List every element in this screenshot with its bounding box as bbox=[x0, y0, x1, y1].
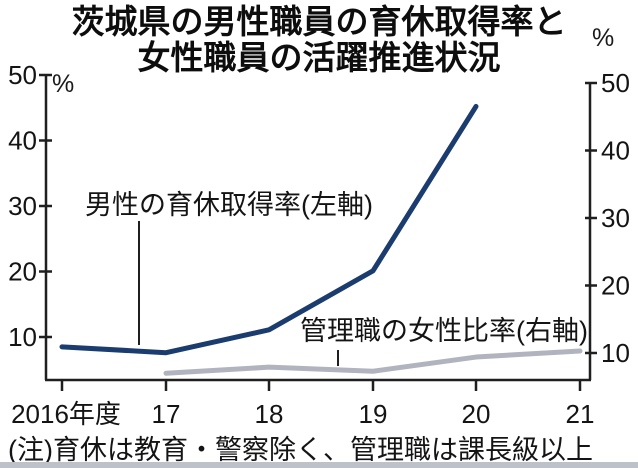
left-axis-tick-label: 30 bbox=[8, 191, 37, 221]
right-axis-tick-label: 10 bbox=[601, 338, 630, 368]
x-axis-tick-label: 17 bbox=[152, 399, 181, 429]
x-axis-tick-label: 21 bbox=[566, 399, 595, 429]
series-line-female-ratio bbox=[163, 348, 583, 376]
left-axis-tick-label: 40 bbox=[8, 126, 37, 156]
right-axis-tick-label: 50 bbox=[601, 68, 630, 98]
right-axis-tick-label: 20 bbox=[601, 271, 630, 301]
series-line-male-leave bbox=[59, 103, 479, 356]
x-axis-tick-label: 20 bbox=[462, 399, 491, 429]
right-axis-tick-label: 40 bbox=[601, 136, 630, 166]
left-axis-tick-label: 50 bbox=[8, 60, 37, 90]
x-axis-tick-label: 2016年度 bbox=[11, 399, 121, 429]
right-axis-unit-label: % bbox=[592, 24, 615, 52]
chart-title: 茨城県の男性職員の育休取得率と 女性職員の活躍推進状況 bbox=[0, 4, 638, 76]
left-axis-unit-label: % bbox=[52, 70, 75, 98]
x-axis-tick-label: 18 bbox=[255, 399, 284, 429]
page-edge-strip bbox=[0, 462, 638, 468]
series-label-male-leave: 男性の育休取得率(左軸) bbox=[85, 190, 373, 220]
left-axis-tick-label: 20 bbox=[8, 257, 37, 287]
chart-title-line2: 女性職員の活躍推進状況 bbox=[137, 39, 501, 76]
series-label-female-ratio: 管理職の女性比率(右軸) bbox=[300, 316, 588, 346]
x-axis-tick-label: 19 bbox=[359, 399, 388, 429]
footnote: (注)育休は教育・警察除く、管理職は課長級以上 bbox=[8, 435, 593, 465]
right-axis-tick-label: 30 bbox=[601, 203, 630, 233]
chart-title-line1: 茨城県の男性職員の育休取得率と bbox=[71, 3, 567, 40]
left-axis-tick-label: 10 bbox=[8, 322, 37, 352]
